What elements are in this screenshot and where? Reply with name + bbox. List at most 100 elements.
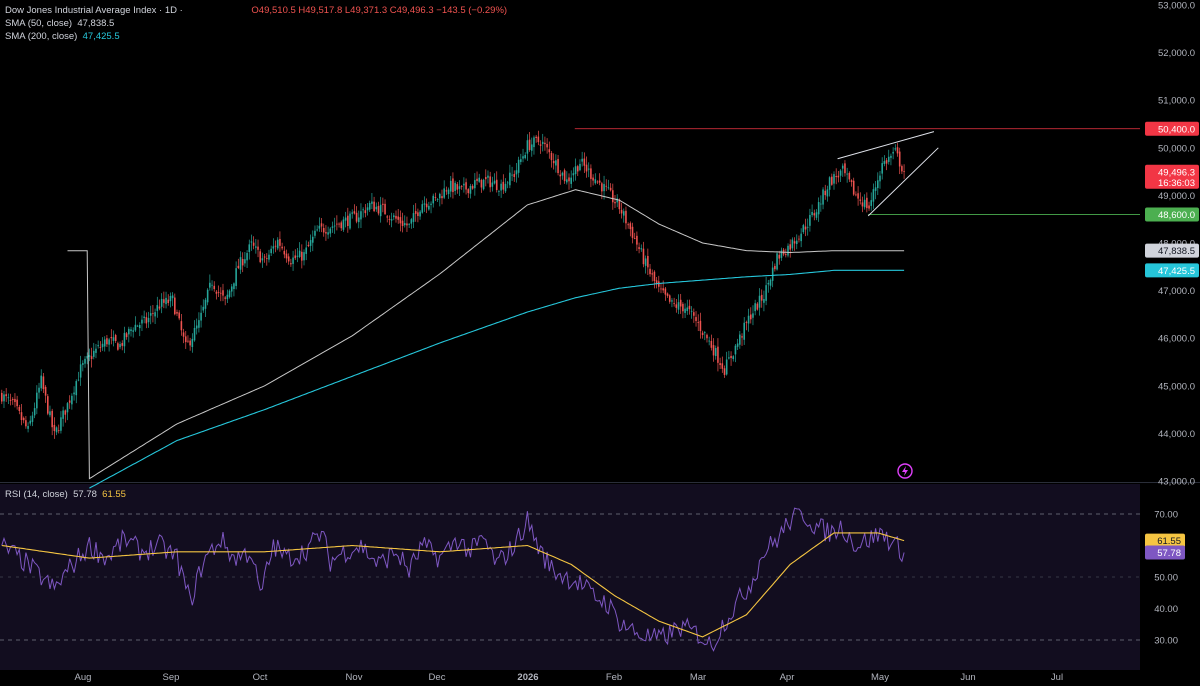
candle-body	[108, 339, 110, 345]
candle-body	[167, 299, 170, 304]
candle-body	[822, 189, 824, 205]
candle-body	[883, 161, 886, 164]
candle-body	[423, 203, 426, 205]
candle-body	[739, 334, 741, 345]
candle-body	[837, 175, 840, 178]
candle-body	[695, 317, 697, 321]
candle-body	[132, 330, 134, 332]
candle-body	[539, 144, 542, 146]
candle-body	[607, 187, 610, 189]
candle-body	[662, 288, 664, 291]
sma50-line	[67, 189, 905, 480]
candle-body	[46, 396, 49, 414]
candle-body	[347, 215, 349, 227]
candle-body	[57, 430, 60, 432]
candle-body	[224, 297, 226, 299]
candle-body	[868, 205, 870, 209]
candle-body	[572, 173, 575, 176]
candle-body	[798, 238, 800, 240]
candle-body	[587, 168, 590, 170]
candle-body	[22, 417, 25, 421]
candle-body	[776, 253, 778, 270]
candle-body	[881, 163, 883, 174]
lightning-icon[interactable]	[897, 463, 913, 479]
candle-body	[693, 312, 695, 316]
candle-body	[103, 339, 106, 347]
candle-body	[255, 246, 257, 248]
candle-body	[241, 258, 244, 266]
candle-body	[204, 299, 207, 309]
candle-body	[679, 299, 682, 307]
candle-body	[336, 223, 338, 225]
candle-body	[887, 156, 890, 162]
candle-body	[509, 172, 511, 186]
candle-body	[811, 211, 813, 216]
price-tick-label: 46,000.0	[1158, 334, 1195, 345]
candle-body	[465, 182, 467, 190]
candle-body	[756, 303, 759, 310]
candle-body	[752, 313, 754, 318]
candle-body	[544, 142, 546, 145]
candle-body	[668, 295, 671, 302]
candle-body	[515, 170, 518, 175]
candle-body	[180, 321, 183, 331]
candle-body	[506, 182, 509, 184]
candle-body	[890, 155, 892, 158]
support-tag-label: 48,600.0	[1158, 210, 1195, 221]
candle-body	[478, 177, 481, 182]
candle-body	[633, 238, 636, 239]
candle-body	[318, 225, 321, 229]
candle-body	[95, 348, 97, 353]
candles	[1, 130, 905, 439]
candle-body	[690, 310, 693, 312]
candle-body	[787, 245, 789, 256]
candle-body	[498, 191, 500, 192]
sma50-label[interactable]: SMA (50, close)	[5, 18, 73, 29]
candle-body	[408, 223, 410, 225]
candle-body	[18, 407, 21, 411]
candle-body	[158, 306, 161, 309]
candle-body	[211, 284, 213, 286]
candle-body	[467, 189, 470, 194]
candle-body	[128, 328, 130, 335]
candle-body	[874, 187, 877, 191]
candle-body	[320, 223, 323, 227]
candle-body	[708, 340, 710, 342]
candle-body	[579, 163, 581, 171]
candle-body	[795, 240, 798, 245]
candle-body	[831, 176, 833, 185]
candle-body	[149, 313, 152, 316]
support-tag	[1145, 207, 1199, 222]
candle-body	[592, 177, 594, 181]
price-tick-label: 43,000.0	[1158, 477, 1195, 488]
candle-body	[502, 181, 505, 190]
candle-body	[484, 177, 487, 180]
rsi-label[interactable]: RSI (14, close)	[5, 489, 68, 500]
candle-body	[743, 322, 746, 340]
candle-body	[699, 320, 702, 332]
candle-body	[419, 211, 421, 217]
candle-body	[555, 160, 557, 166]
candle-body	[290, 263, 292, 265]
candle-body	[154, 312, 156, 317]
candle-body	[806, 226, 809, 228]
candle-body	[550, 152, 553, 161]
candle-body	[596, 181, 599, 183]
candle-body	[714, 348, 717, 357]
candle-body	[351, 212, 353, 214]
time-axis-label: Aug	[75, 672, 92, 683]
candle-body	[590, 168, 592, 179]
candle-body	[397, 216, 399, 220]
candle-body	[114, 335, 117, 341]
sma200-label[interactable]: SMA (200, close)	[5, 31, 78, 42]
candle-body	[546, 144, 548, 148]
candle-body	[71, 395, 73, 405]
candle-body	[7, 397, 10, 399]
candle-body	[276, 239, 279, 249]
candle-body	[741, 336, 743, 338]
time-axis-label: Sep	[163, 672, 180, 683]
candle-body	[20, 412, 23, 421]
candle-body	[548, 149, 551, 153]
candle-body	[53, 424, 56, 432]
